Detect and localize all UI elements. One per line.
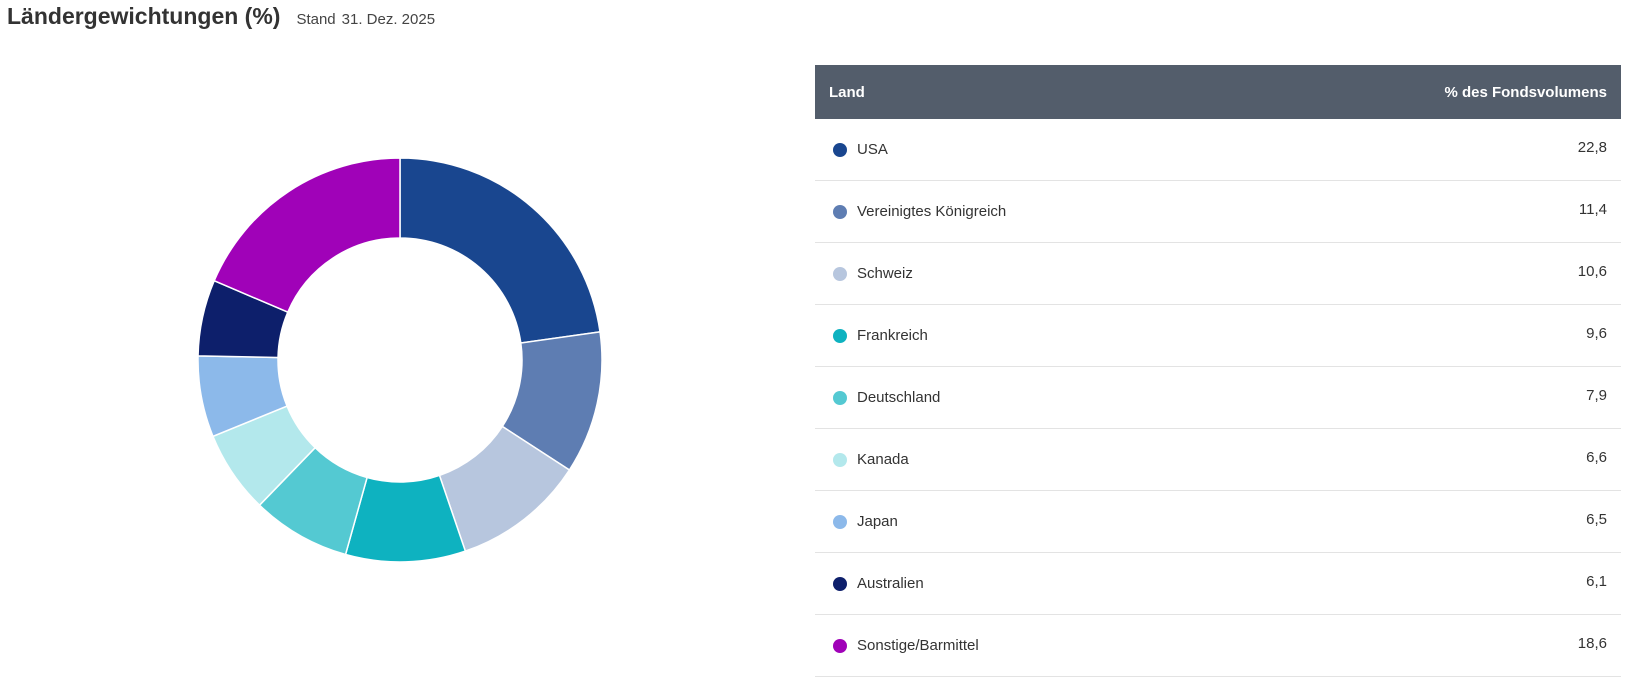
weight-value: 6,6 <box>1586 449 1607 466</box>
table-row: Australien 6,1 <box>815 553 1621 615</box>
table-row: Deutschland 7,9 <box>815 367 1621 429</box>
weight-value: 7,9 <box>1586 387 1607 404</box>
country-label: Frankreich <box>857 327 928 344</box>
country-label: Deutschland <box>857 389 941 406</box>
weight-value: 10,6 <box>1577 263 1607 280</box>
weight-value: 18,6 <box>1577 635 1607 652</box>
country-label: USA <box>857 141 888 158</box>
country-label: Kanada <box>857 451 909 468</box>
donut-slice-usa[interactable] <box>399 157 601 344</box>
weight-value: 6,5 <box>1586 511 1607 528</box>
table-body: USA 22,8 Vereinigtes Königreich 11,4 Schweiz… <box>815 119 1621 677</box>
legend-dot-icon <box>833 204 847 219</box>
country-cell: Vereinigtes Königreich <box>833 203 1006 220</box>
legend-dot-icon <box>833 576 847 591</box>
weight-value: 9,6 <box>1586 325 1607 342</box>
donut-chart <box>180 140 620 580</box>
stand-label: Stand <box>296 11 336 28</box>
country-cell: Kanada <box>833 451 909 468</box>
weight-value: 6,1 <box>1586 573 1607 590</box>
country-label: Sonstige/Barmittel <box>857 637 979 654</box>
table-header: Land % des Fondsvolumens <box>815 65 1621 119</box>
country-label: Australien <box>857 575 924 592</box>
legend-dot-icon <box>833 514 847 529</box>
country-cell: Deutschland <box>833 389 940 406</box>
country-cell: Frankreich <box>833 327 928 344</box>
legend-dot-icon <box>833 390 847 405</box>
table-row: Vereinigtes Königreich 11,4 <box>815 181 1621 243</box>
table-row: Japan 6,5 <box>815 491 1621 553</box>
column-header-value: % des Fondsvolumens <box>1444 83 1607 101</box>
country-cell: Sonstige/Barmittel <box>833 637 979 654</box>
table-row: USA 22,8 <box>815 119 1621 181</box>
donut-chart-svg <box>197 157 603 563</box>
donut-slice-sonstige-barmittel[interactable] <box>213 157 401 314</box>
weight-value: 11,4 <box>1578 201 1607 218</box>
country-cell: Schweiz <box>833 265 913 282</box>
legend-dot-icon <box>833 452 847 467</box>
chart-header: Ländergewichtungen (%) Stand 31. Dez. 202… <box>7 0 435 34</box>
legend-dot-icon <box>833 266 847 281</box>
page-title: Ländergewichtungen (%) <box>7 3 281 29</box>
country-cell: USA <box>833 141 888 158</box>
column-header-country: Land <box>829 83 865 101</box>
weight-value: 22,8 <box>1577 139 1607 156</box>
table-row: Frankreich 9,6 <box>815 305 1621 367</box>
country-label: Schweiz <box>857 265 913 282</box>
legend-dot-icon <box>833 328 847 343</box>
legend-dot-icon <box>833 638 847 653</box>
table-row: Sonstige/Barmittel 18,6 <box>815 615 1621 677</box>
legend-dot-icon <box>833 142 847 157</box>
country-cell: Japan <box>833 513 898 530</box>
date-value: 31. Dez. 2025 <box>341 11 436 28</box>
country-weights-table: Land % des Fondsvolumens USA 22,8 Vereinig… <box>815 65 1621 677</box>
country-cell: Australien <box>833 575 924 592</box>
table-row: Schweiz 10,6 <box>815 243 1621 305</box>
country-label: Japan <box>857 513 898 530</box>
country-label: Vereinigtes Königreich <box>857 203 1007 220</box>
table-row: Kanada 6,6 <box>815 429 1621 491</box>
as-of-date: Stand 31. Dez. 2025 <box>296 11 435 28</box>
